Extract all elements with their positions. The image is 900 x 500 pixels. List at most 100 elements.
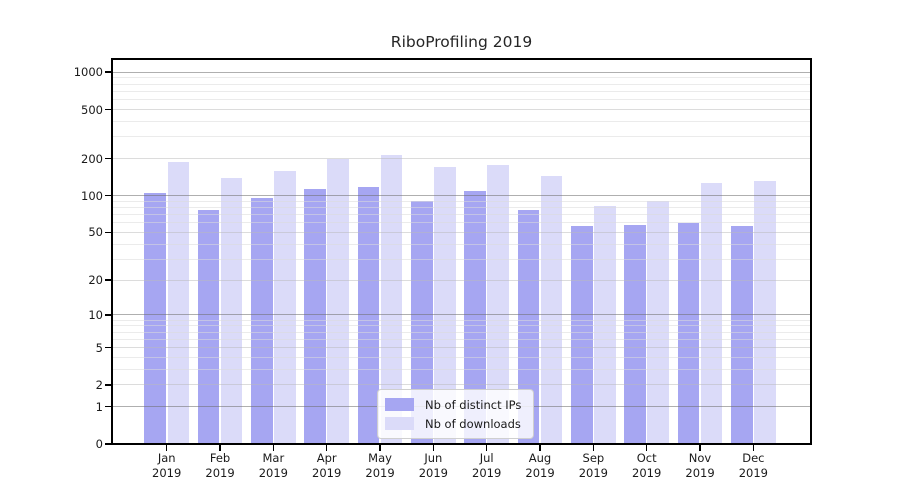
x-tick-mark-jan (165, 445, 168, 451)
x-tick-mark-jun (432, 445, 435, 451)
gridline-600 (112, 99, 811, 101)
gridline-800 (112, 83, 811, 85)
y-tick-label-1000: 1000 (73, 65, 103, 80)
gridline-400 (112, 120, 811, 122)
gridline-900 (112, 77, 811, 79)
x-tick-mark-nov (699, 445, 701, 451)
x-tick-label-feb: Feb 2019 (205, 451, 235, 480)
plot-spine-right (810, 58, 812, 445)
y-tick-label-500: 500 (81, 102, 103, 117)
legend-item-downloads: Nb of downloads (385, 414, 521, 433)
y-tick-label-100: 100 (81, 188, 103, 203)
y-tick-mark-200 (105, 157, 112, 160)
x-tick-mark-oct (645, 445, 648, 451)
gridline-10 (112, 314, 811, 316)
plot-spine-top (111, 58, 812, 60)
bar-distinct-ips-apr (304, 188, 326, 444)
x-tick-label-mar: Mar 2019 (258, 451, 288, 480)
y-tick-label-20: 20 (88, 273, 103, 288)
plot-area: Nb of distinct IPs Nb of downloads (112, 59, 811, 444)
bar-distinct-ips-jan (144, 192, 166, 444)
legend-swatch-distinct-ips-icon (385, 398, 414, 411)
x-tick-mark-apr (325, 445, 328, 451)
bar-downloads-jan (167, 161, 189, 444)
x-tick-label-jul: Jul 2019 (472, 451, 502, 480)
bar-downloads-mar (274, 170, 296, 444)
bar-downloads-apr (327, 158, 349, 444)
y-tick-label-0: 0 (95, 437, 103, 451)
gridline-30 (112, 258, 811, 260)
gridline-8 (112, 325, 811, 327)
y-tick-label-5: 5 (95, 340, 103, 355)
bar-downloads-dec (754, 181, 776, 444)
x-tick-mark-sep (592, 445, 595, 451)
x-tick-mark-aug (539, 445, 541, 451)
x-tick-label-oct: Oct 2019 (632, 451, 662, 480)
gridline-100 (112, 195, 811, 197)
legend-item-distinct-ips: Nb of distinct IPs (385, 395, 521, 414)
y-tick-mark-50 (105, 231, 112, 234)
bar-distinct-ips-aug (517, 210, 540, 444)
bar-distinct-ips-nov (677, 222, 700, 444)
x-tick-mark-may (379, 445, 381, 451)
bar-downloads-feb (220, 178, 243, 444)
gridline-3 (112, 368, 811, 370)
plot-spine-left (111, 58, 113, 445)
bar-distinct-ips-oct (624, 224, 646, 444)
gridline-6 (112, 338, 811, 340)
legend-label-distinct-ips: Nb of distinct IPs (425, 397, 522, 412)
gridline-4 (112, 356, 811, 358)
gridline-2 (112, 384, 811, 386)
bar-distinct-ips-feb (197, 210, 220, 444)
x-tick-label-jan: Jan 2019 (152, 451, 182, 480)
bar-downloads-jul (487, 164, 509, 444)
x-tick-mark-dec (752, 445, 755, 451)
y-tick-mark-100 (105, 194, 112, 197)
gridline-80 (112, 207, 811, 209)
y-tick-label-2: 2 (95, 377, 103, 392)
gridline-90 (112, 200, 811, 202)
legend-swatch-downloads-icon (385, 417, 414, 430)
chart-title: RiboProfiling 2019 (390, 33, 533, 51)
bar-downloads-oct (647, 201, 669, 444)
gridline-70 (112, 214, 811, 216)
y-tick-mark-10 (105, 314, 112, 316)
x-tick-label-dec: Dec 2019 (738, 451, 768, 480)
legend: Nb of distinct IPs Nb of downloads (377, 389, 535, 439)
y-tick-label-10: 10 (88, 307, 103, 322)
x-tick-label-aug: Aug 2019 (525, 451, 555, 480)
gridline-1000 (112, 71, 811, 73)
gridline-9 (112, 319, 811, 321)
y-tick-label-1: 1 (95, 399, 103, 414)
x-tick-mark-jul (485, 445, 488, 451)
x-tick-label-apr: Apr 2019 (312, 451, 342, 480)
y-tick-mark-5 (105, 346, 112, 349)
gridline-50 (112, 231, 811, 233)
bar-downloads-nov (700, 182, 723, 444)
y-tick-mark-1000 (105, 71, 112, 74)
bar-downloads-aug (540, 175, 563, 444)
x-tick-mark-mar (272, 445, 275, 451)
bar-downloads-jun (434, 166, 456, 444)
x-tick-mark-feb (219, 445, 221, 451)
y-tick-mark-0 (105, 443, 112, 445)
bar-distinct-ips-jun (411, 200, 433, 444)
gridline-60 (112, 222, 811, 224)
x-tick-label-sep: Sep 2019 (578, 451, 608, 480)
y-tick-mark-1 (105, 405, 112, 408)
bar-downloads-may (380, 154, 403, 444)
gridline-500 (112, 109, 811, 110)
gridline-40 (112, 243, 811, 245)
y-tick-label-200: 200 (81, 151, 103, 166)
y-tick-mark-500 (105, 108, 112, 111)
gridline-5 (112, 347, 811, 349)
gridline-300 (112, 136, 811, 138)
y-tick-label-50: 50 (88, 225, 103, 240)
y-tick-mark-20 (105, 279, 112, 281)
y-tick-mark-2 (105, 384, 112, 386)
gridline-700 (112, 90, 811, 92)
gridline-200 (112, 158, 811, 160)
x-tick-label-jun: Jun 2019 (418, 451, 448, 480)
gridline-7 (112, 331, 811, 333)
